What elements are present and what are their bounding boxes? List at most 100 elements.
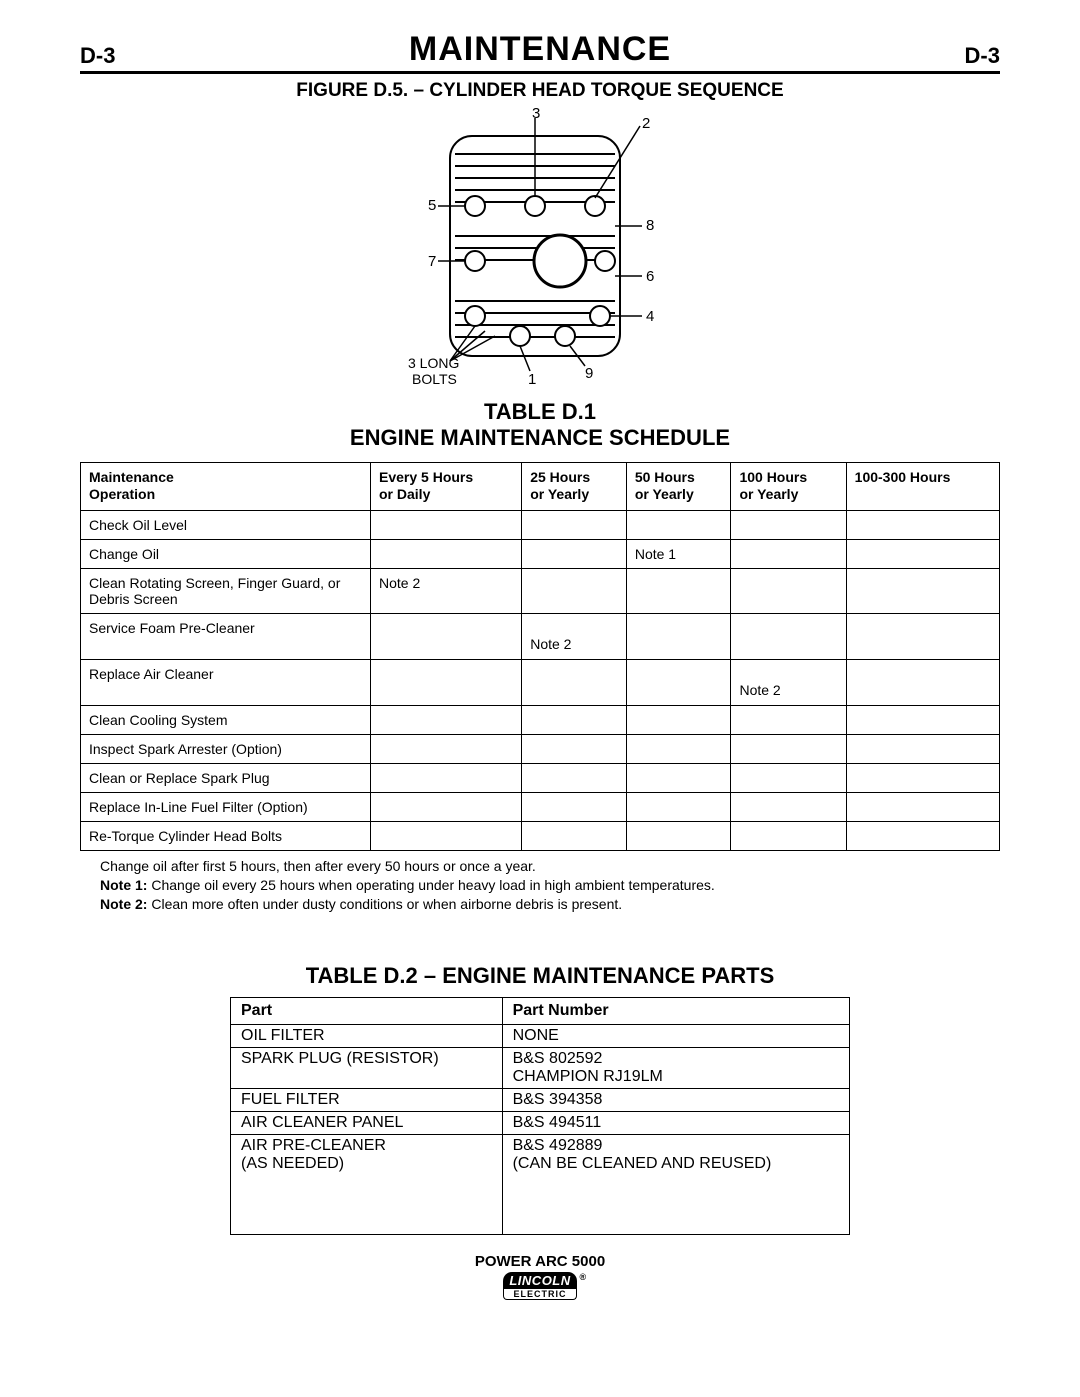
t1-cell <box>522 734 627 763</box>
t1-col-4: 100 Hoursor Yearly <box>731 462 846 510</box>
t1-cell <box>626 792 731 821</box>
svg-text:1: 1 <box>528 371 536 386</box>
table-row: Clean or Replace Spark Plug <box>81 763 1000 792</box>
t1-cell <box>371 821 522 850</box>
t1-col-3: 50 Hoursor Yearly <box>626 462 731 510</box>
table-row: Clean Rotating Screen, Finger Guard, or … <box>81 568 1000 613</box>
t1-cell <box>371 613 522 659</box>
table-row: Check Oil Level <box>81 510 1000 539</box>
t1-cell <box>846 705 999 734</box>
page-header: D-3 MAINTENANCE D-3 <box>80 30 1000 74</box>
t1-cell <box>731 539 846 568</box>
t1-col-2: 25 Hoursor Yearly <box>522 462 627 510</box>
t1-cell <box>522 763 627 792</box>
t1-op: Clean or Replace Spark Plug <box>81 763 371 792</box>
t1-op: Replace Air Cleaner <box>81 659 371 705</box>
t1-cell <box>731 792 846 821</box>
note-1-label: Note 1: <box>100 877 147 893</box>
t1-cell <box>371 734 522 763</box>
t1-cell: Note 2 <box>731 659 846 705</box>
t1-cell <box>522 539 627 568</box>
t1-cell <box>522 568 627 613</box>
t1-cell <box>522 705 627 734</box>
t2-part: OIL FILTER <box>231 1025 503 1048</box>
t1-cell <box>626 613 731 659</box>
table-d1-title-line1: TABLE D.1 <box>80 399 1000 425</box>
registered-icon: ® <box>580 1272 587 1282</box>
t1-col-5: 100-300 Hours <box>846 462 999 510</box>
table-row: Replace Air Cleaner Note 2 <box>81 659 1000 705</box>
t1-cell <box>731 613 846 659</box>
t1-cell <box>626 510 731 539</box>
t1-op: Re-Torque Cylinder Head Bolts <box>81 821 371 850</box>
svg-text:5: 5 <box>428 197 436 214</box>
svg-text:6: 6 <box>646 268 654 285</box>
t2-part: FUEL FILTER <box>231 1089 503 1112</box>
t2-part: AIR PRE-CLEANER(AS NEEDED) <box>231 1135 503 1235</box>
t1-op: Service Foam Pre-Cleaner <box>81 613 371 659</box>
t1-cell <box>846 792 999 821</box>
t2-num: B&S 492889(CAN BE CLEANED AND REUSED) <box>502 1135 849 1235</box>
table-row: OIL FILTERNONE <box>231 1025 850 1048</box>
t1-cell <box>371 792 522 821</box>
t1-cell <box>626 821 731 850</box>
t2-part: SPARK PLUG (RESISTOR) <box>231 1048 503 1089</box>
table-row: FUEL FILTERB&S 394358 <box>231 1089 850 1112</box>
table-d1-notes: Change oil after first 5 hours, then aft… <box>80 857 1000 914</box>
t2-col-part: Part <box>231 998 503 1025</box>
table-row: Re-Torque Cylinder Head Bolts <box>81 821 1000 850</box>
table-d1-title-line2: ENGINE MAINTENANCE SCHEDULE <box>80 425 1000 451</box>
t1-cell <box>626 705 731 734</box>
note-2-label: Note 2: <box>100 896 147 912</box>
lincoln-top: LINCOLN ® <box>503 1272 576 1289</box>
svg-text:4: 4 <box>646 308 654 325</box>
page-footer: POWER ARC 5000 LINCOLN ® ELECTRIC <box>80 1253 1000 1302</box>
t1-cell <box>626 763 731 792</box>
t1-cell <box>846 613 999 659</box>
table-row: SPARK PLUG (RESISTOR)B&S 802592CHAMPION … <box>231 1048 850 1089</box>
t1-cell: Note 2 <box>522 613 627 659</box>
note-1: Note 1: Change oil every 25 hours when o… <box>100 876 1000 895</box>
t1-op: Clean Cooling System <box>81 705 371 734</box>
t1-cell <box>846 659 999 705</box>
cylinder-head-diagram: 3 2 5 8 7 6 4 9 1 3 LONG BOLTS <box>80 106 1000 391</box>
t2-num: B&S 802592CHAMPION RJ19LM <box>502 1048 849 1089</box>
note-line0: Change oil after first 5 hours, then aft… <box>100 857 1000 876</box>
figure-title: FIGURE D.5. – CYLINDER HEAD TORQUE SEQUE… <box>80 80 1000 102</box>
page-code-left: D-3 <box>80 43 115 69</box>
t1-cell <box>846 734 999 763</box>
t1-cell <box>371 510 522 539</box>
t2-num: B&S 394358 <box>502 1089 849 1112</box>
table-row: Clean Cooling System <box>81 705 1000 734</box>
table-d2-title: TABLE D.2 – ENGINE MAINTENANCE PARTS <box>80 963 1000 989</box>
table-row: Inspect Spark Arrester (Option) <box>81 734 1000 763</box>
t1-cell <box>731 568 846 613</box>
table-d1-title: TABLE D.1 ENGINE MAINTENANCE SCHEDULE <box>80 399 1000 452</box>
note-2: Note 2: Clean more often under dusty con… <box>100 895 1000 914</box>
lincoln-bottom: ELECTRIC <box>503 1289 576 1300</box>
t1-cell <box>371 539 522 568</box>
t1-cell <box>846 539 999 568</box>
svg-text:9: 9 <box>585 365 593 382</box>
t1-op: Change Oil <box>81 539 371 568</box>
page-title: MAINTENANCE <box>409 30 671 69</box>
t2-part: AIR CLEANER PANEL <box>231 1112 503 1135</box>
page-code-right: D-3 <box>965 43 1000 69</box>
t1-cell <box>522 659 627 705</box>
footer-model: POWER ARC 5000 <box>80 1253 1000 1270</box>
t1-col-0: MaintenanceOperation <box>81 462 371 510</box>
note-1-text: Change oil every 25 hours when operating… <box>151 877 714 893</box>
t1-cell <box>731 510 846 539</box>
t1-cell <box>371 763 522 792</box>
t1-cell <box>846 763 999 792</box>
svg-text:3 LONG: 3 LONG <box>408 355 459 371</box>
t1-cell <box>371 659 522 705</box>
t1-cell <box>846 510 999 539</box>
table-row: Service Foam Pre-Cleaner Note 2 <box>81 613 1000 659</box>
t1-cell <box>626 568 731 613</box>
t1-op: Clean Rotating Screen, Finger Guard, or … <box>81 568 371 613</box>
t1-cell <box>626 659 731 705</box>
svg-text:2: 2 <box>642 115 650 132</box>
t2-num: B&S 494511 <box>502 1112 849 1135</box>
t1-cell <box>731 763 846 792</box>
